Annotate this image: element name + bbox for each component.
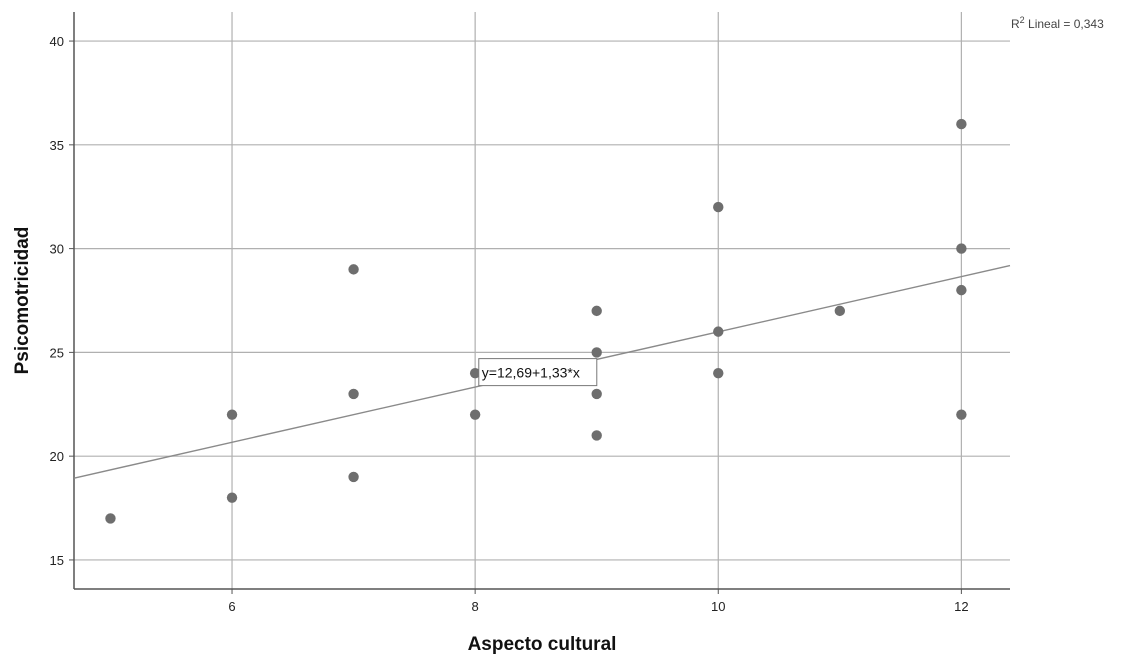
data-point-19 bbox=[956, 284, 967, 296]
y-tick-label-25: 25 bbox=[50, 345, 64, 360]
fit-equation-label: y=12,69+1,33*x bbox=[482, 365, 580, 381]
data-point-15 bbox=[713, 367, 724, 379]
data-point-20 bbox=[956, 409, 967, 420]
data-point-9 bbox=[591, 305, 602, 317]
axes bbox=[73, 12, 1010, 590]
y-tick-label-20: 20 bbox=[50, 449, 64, 464]
y-tick-label-30: 30 bbox=[50, 242, 64, 257]
data-point-5 bbox=[348, 388, 359, 400]
y-tick-label-15: 15 bbox=[50, 553, 64, 568]
fit-equation-box: y=12,69+1,33*x bbox=[478, 358, 598, 387]
data-point-14 bbox=[713, 326, 724, 337]
x-tick-label-6: 6 bbox=[228, 599, 235, 614]
plot-background bbox=[74, 12, 1010, 589]
r2-label: R2 Lineal = 0,343 bbox=[1011, 15, 1104, 31]
x-axis-ticks: 6 8 10 12 bbox=[228, 589, 969, 614]
data-point-18 bbox=[956, 243, 967, 254]
r2-label-r: R bbox=[1011, 17, 1020, 31]
y-tick-label-40: 40 bbox=[50, 34, 64, 49]
gridlines bbox=[74, 12, 1010, 589]
data-point-11 bbox=[591, 388, 602, 400]
x-axis-title: Aspecto cultural bbox=[468, 634, 617, 655]
data-point-3 bbox=[226, 492, 238, 503]
data-point-8 bbox=[469, 409, 481, 420]
data-point-16 bbox=[834, 305, 846, 317]
data-point-12 bbox=[591, 430, 602, 441]
fit-equation-frame bbox=[478, 358, 598, 387]
data-points bbox=[105, 118, 967, 524]
data-point-2 bbox=[226, 409, 238, 420]
x-tick-label-8: 8 bbox=[472, 599, 479, 614]
data-point-1 bbox=[105, 513, 116, 524]
data-point-6 bbox=[348, 471, 359, 483]
data-point-10 bbox=[591, 347, 602, 358]
r2-label-superscript: 2 bbox=[1020, 15, 1025, 25]
y-axis-title: Psicomotricidad bbox=[12, 227, 33, 375]
data-point-4 bbox=[348, 264, 359, 275]
y-axis-ticks: 15 20 25 30 35 40 bbox=[50, 34, 74, 568]
y-tick-label-35: 35 bbox=[50, 138, 64, 153]
data-point-7 bbox=[469, 367, 481, 379]
data-point-13 bbox=[713, 201, 724, 213]
r2-label-rest: Lineal = 0,343 bbox=[1025, 17, 1104, 31]
x-tick-label-10: 10 bbox=[711, 599, 725, 614]
x-tick-label-12: 12 bbox=[954, 599, 968, 614]
data-point-17 bbox=[956, 118, 967, 130]
